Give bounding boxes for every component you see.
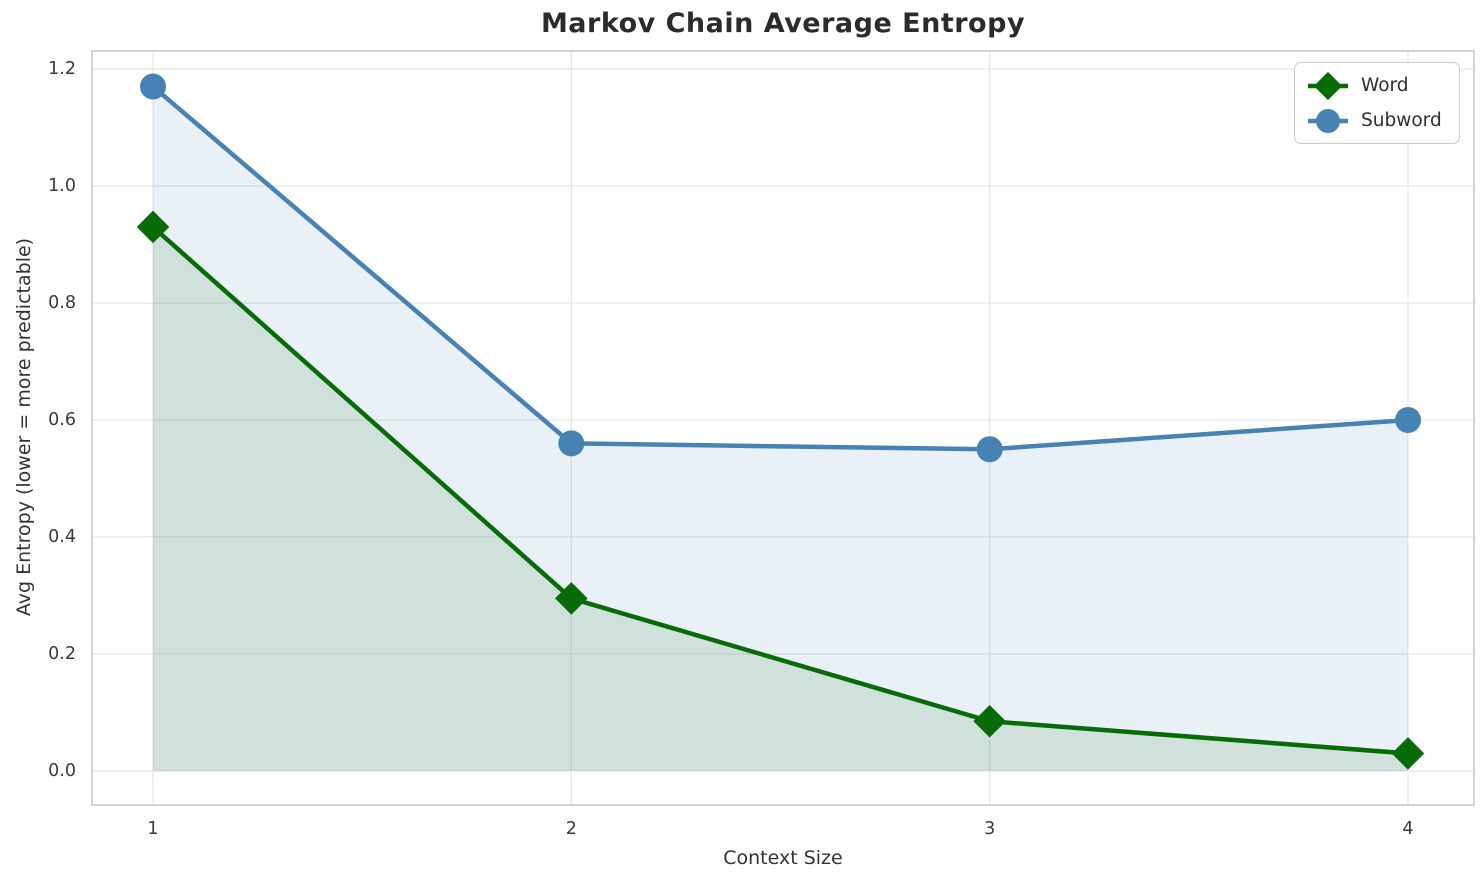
x-tick-label-4: 4 [1402, 819, 1413, 839]
y-tick-label-0.0: 0.0 [48, 761, 76, 781]
word-area-fill [153, 226, 1408, 771]
x-tick-label-1: 1 [147, 819, 158, 839]
x-axis-label: Context Size [723, 847, 843, 869]
subword-series-line [150, 84, 1411, 452]
y-axis-label: Avg Entropy (lower = more predictable) [13, 237, 35, 617]
legend-label-word: Word [1361, 75, 1409, 96]
legend-item-word: Word [1305, 70, 1449, 101]
word-marker-1 [136, 210, 170, 244]
subword-circle-marker-icon [1308, 108, 1348, 133]
y-tick-label-1.2: 1.2 [48, 59, 76, 79]
word-marker-2 [555, 582, 588, 615]
x-tick-label-3: 3 [984, 819, 995, 839]
legend: Word Subword [1294, 62, 1460, 144]
subword-marker-2 [558, 430, 585, 457]
subword-marker-3 [976, 436, 1003, 463]
y-tick-label-0.6: 0.6 [48, 410, 76, 430]
subword-marker-4 [1395, 407, 1421, 433]
y-tick-label-0.4: 0.4 [48, 527, 76, 547]
word-marker-3 [973, 705, 1006, 738]
y-tick-label-0.2: 0.2 [48, 644, 76, 664]
word-diamond-marker-icon [1308, 71, 1348, 100]
legend-item-subword: Subword [1305, 105, 1449, 136]
legend-label-subword: Subword [1361, 110, 1442, 131]
x-tick-label-2: 2 [566, 819, 577, 839]
subword-marker-1 [140, 73, 166, 100]
plot-border [91, 50, 1475, 806]
y-tick-label-0.8: 0.8 [48, 293, 76, 313]
subword-area-fill [153, 86, 1408, 772]
word-marker-4 [1391, 737, 1425, 770]
y-tick-label-1.0: 1.0 [48, 176, 76, 196]
chart-title: Markov Chain Average Entropy [540, 8, 1026, 39]
word-series-line [150, 224, 1411, 756]
